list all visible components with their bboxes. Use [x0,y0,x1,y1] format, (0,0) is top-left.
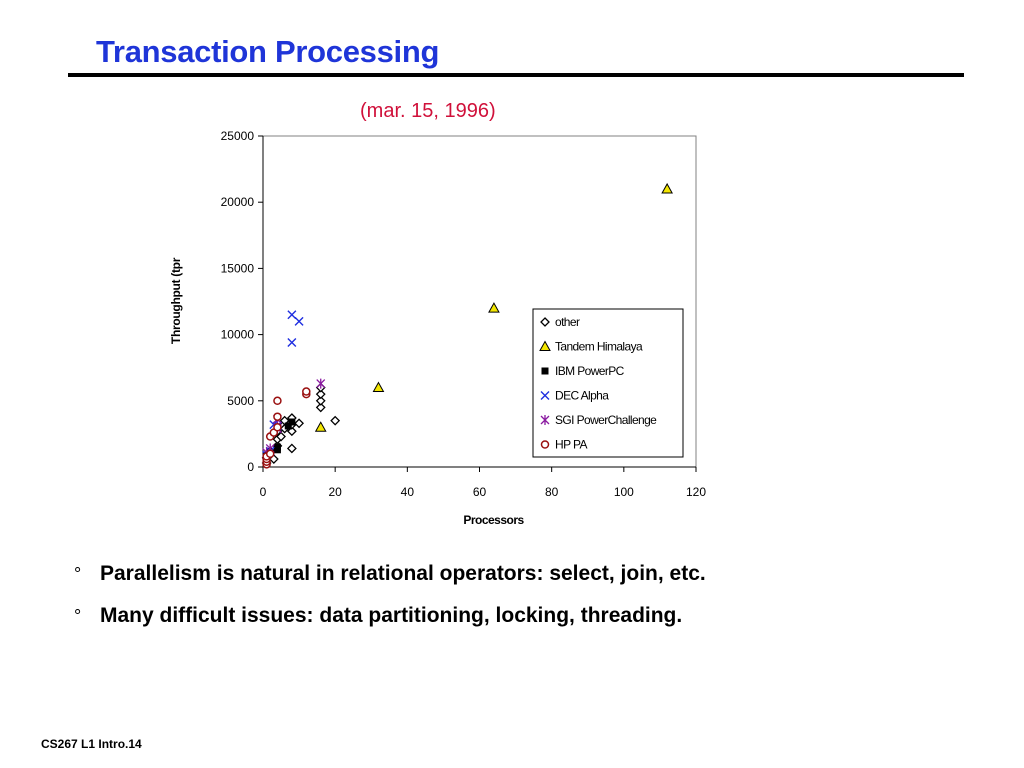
dec-alpha-point [294,316,304,326]
x-tick-label: 100 [614,485,634,499]
tandem-himalaya-point [488,302,500,313]
x-axis-label: Processors [463,513,524,527]
legend-label: Tandem Himalaya [555,340,643,354]
legend-marker [541,367,549,375]
legend-label: IBM PowerPC [555,364,625,378]
other-point [286,443,297,454]
dec-alpha-point [287,310,297,320]
bullet-text: Many difficult issues: data partitioning… [100,604,683,627]
bullet-item: ° Many difficult issues: data partitioni… [74,602,706,630]
bullet-marker: ° [74,606,82,626]
bullet-text: Parallelism is natural in relational ope… [100,562,706,585]
y-tick-label: 0 [247,460,254,474]
y-tick-label: 15000 [221,261,255,275]
legend-marker [540,317,550,327]
bullet-item: ° Parallelism is natural in relational o… [74,560,706,588]
hp-pa-point [273,396,282,406]
other-point [315,389,326,400]
sgi-powerchallenge-point [316,378,326,389]
legend-label: DEC Alpha [555,389,609,403]
y-tick-label: 25000 [221,129,255,143]
hp-pa-point [273,412,282,421]
hp-pa-point [273,423,282,432]
other-point [276,431,286,442]
other-point [294,418,305,429]
legend-label: other [555,315,580,329]
legend-label: SGI PowerChallenge [555,413,657,427]
tandem-himalaya-point [661,182,673,194]
slide-title: Transaction Processing [96,34,440,69]
dec-alpha-point [287,338,297,348]
ibm-powerpc-point [284,422,292,430]
ibm-powerpc-point [288,418,296,426]
x-tick-label: 60 [473,485,487,499]
y-tick-label: 20000 [221,195,255,209]
title-rule [68,73,964,77]
hp-pa-point [265,449,275,459]
x-tick-label: 40 [401,485,415,499]
other-point [330,415,341,426]
scatter-chart: 0 5000 10000 15000 20000 25000 0 20 40 60 80 100 120… [169,129,706,527]
other-point [315,402,326,413]
x-tick-label: 20 [328,485,342,499]
tandem-himalaya-point [314,421,327,432]
ibm-powerpc-point [273,443,281,451]
legend-label: HP PA [555,438,588,452]
hp-pa-point [302,387,311,396]
bullet-marker: ° [74,564,82,584]
x-tick-label: 0 [260,485,267,499]
slide-footer: CS267 L1 Intro.14 [41,737,142,751]
legend-marker [540,415,550,425]
other-point [315,395,326,406]
x-tick-label: 120 [686,485,706,499]
y-tick-label: 10000 [221,328,255,342]
y-axis-label: Throughput (tpr [169,257,183,344]
legend-marker [540,391,550,400]
tandem-himalaya-point [372,381,385,393]
legend-marker [539,340,551,351]
legend-box [532,308,684,458]
y-tick-label: 5000 [227,394,254,408]
x-tick-label: 80 [545,485,559,499]
legend-marker [540,440,550,449]
bullet-list: ° Parallelism is natural in relational o… [74,560,706,644]
chart-subtitle: (mar. 15, 1996) [360,100,496,122]
